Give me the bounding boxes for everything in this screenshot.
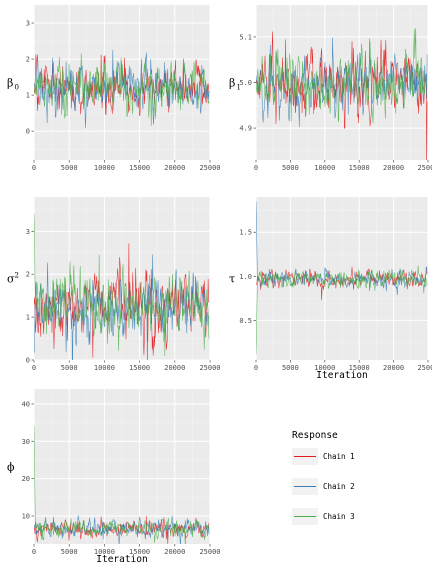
legend-key-chain-2: Chain 2: [292, 478, 355, 495]
y-tick-label: 2: [26, 271, 30, 279]
y-axis-label-script: 2: [15, 272, 19, 280]
legend: Response Chain 1 Chain 2 Chain 3: [292, 430, 355, 525]
y-tick-label: 5.0: [239, 79, 252, 87]
series-line-2: [34, 515, 210, 544]
y-tick-label: 40: [22, 400, 30, 408]
x-tick-label: 0: [32, 364, 36, 372]
x-axis-title: Iteration: [316, 370, 367, 381]
y-tick-label: 0.5: [239, 317, 252, 325]
x-tick-label: 15000: [129, 164, 150, 172]
series-line-3: [34, 214, 210, 356]
y-tick-label: 10: [22, 512, 30, 520]
x-tick-label: 20000: [164, 548, 185, 556]
legend-key-chain-1: Chain 1: [292, 448, 355, 465]
x-tick-label: 5000: [61, 164, 78, 172]
x-tick-label: 5000: [61, 548, 78, 556]
panel-5: 0 5000 10000 15000 20000 25000 10 20 30 40 ϕ Iterat…: [7, 389, 221, 565]
y-tick-label: 0: [26, 357, 30, 365]
y-axis-label: τ: [229, 273, 235, 286]
x-tick-label: 10000: [314, 364, 335, 372]
legend-title: Response: [292, 430, 338, 441]
y-tick-label: 1: [26, 314, 30, 322]
x-tick-label: 15000: [349, 364, 370, 372]
x-tick-label: 25000: [199, 548, 220, 556]
x-tick-label: 20000: [164, 164, 185, 172]
legend-label-chain-3: Chain 3: [323, 512, 355, 521]
x-tick-label: 20000: [383, 164, 404, 172]
series-line-3: [34, 53, 210, 127]
y-tick-label: 1.0: [239, 273, 252, 281]
x-tick-label: 5000: [61, 364, 78, 372]
x-tick-label: 15000: [129, 548, 150, 556]
x-tick-label: 5000: [282, 364, 299, 372]
series-line-3: [256, 28, 428, 124]
legend-label-chain-2: Chain 2: [323, 482, 355, 491]
x-tick-label: 15000: [129, 364, 150, 372]
x-tick-label: 10000: [94, 548, 115, 556]
y-tick-label: 1.5: [239, 229, 252, 237]
legend-label-chain-1: Chain 1: [323, 452, 355, 461]
legend-key-chain-3: Chain 3: [292, 508, 355, 525]
y-tick-label: 20: [22, 475, 30, 483]
panel-4: 0 5000 10000 15000 20000 25000 0.5 1.0 1.5 τ Itera…: [229, 197, 432, 381]
y-tick-label: 2: [26, 56, 30, 64]
y-axis-label: β: [229, 77, 235, 90]
series-line-3: [256, 265, 428, 354]
y-axis-label: σ: [7, 273, 15, 286]
panel-2: 0 5000 10000 15000 20000 25000 4.9 5.0 5.1 β1: [229, 5, 432, 172]
y-tick-label: 3: [26, 20, 30, 28]
x-tick-label: 25000: [417, 164, 432, 172]
x-tick-label: 25000: [199, 164, 220, 172]
x-tick-label: 10000: [94, 364, 115, 372]
x-tick-label: 0: [254, 364, 258, 372]
y-axis-label-script: 0: [15, 84, 19, 92]
x-tick-label: 25000: [417, 364, 432, 372]
y-tick-label: 4.9: [239, 125, 252, 133]
x-tick-label: 20000: [164, 364, 185, 372]
x-tick-label: 10000: [314, 164, 335, 172]
y-tick-label: 3: [26, 228, 30, 236]
x-tick-label: 10000: [94, 164, 115, 172]
y-axis-label: ϕ: [7, 461, 15, 474]
x-tick-label: 5000: [282, 164, 299, 172]
x-tick-label: 0: [32, 164, 36, 172]
series-line-2: [256, 37, 428, 128]
x-tick-label: 15000: [349, 164, 370, 172]
y-tick-label: 0: [26, 128, 30, 136]
y-tick-label: 30: [22, 438, 30, 446]
x-tick-label: 20000: [383, 364, 404, 372]
y-axis-label-script: 1: [237, 84, 241, 92]
y-tick-label: 1: [26, 92, 30, 100]
y-axis-label: β: [7, 77, 13, 90]
x-axis-title: Iteration: [96, 554, 147, 565]
series-line-1: [256, 31, 428, 160]
x-tick-label: 0: [254, 164, 258, 172]
x-tick-label: 25000: [199, 364, 220, 372]
x-tick-label: 0: [32, 548, 36, 556]
y-tick-label: 5.1: [239, 33, 252, 41]
series-line-3: [34, 426, 210, 544]
